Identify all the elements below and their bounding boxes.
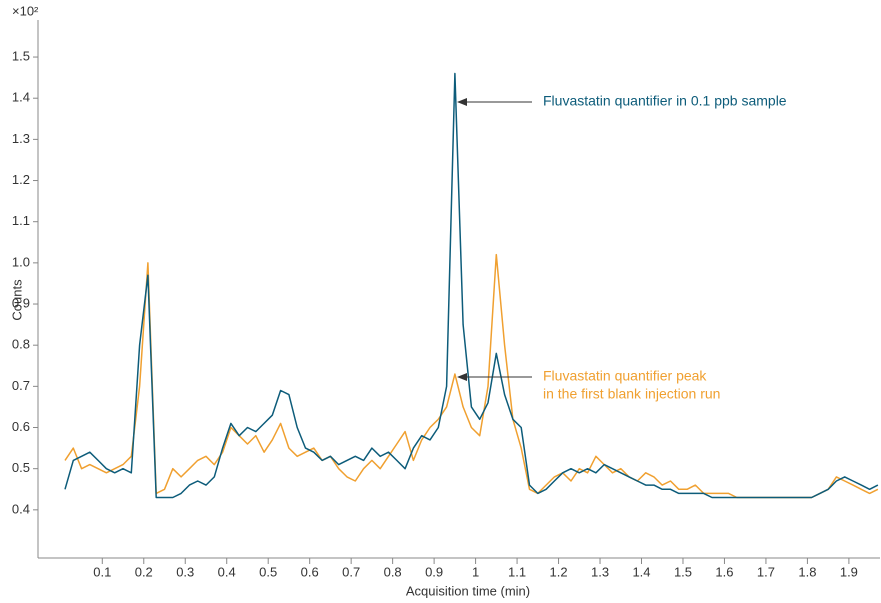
x-tick-label: 1.2 (550, 564, 568, 579)
x-tick-label: 0.6 (301, 564, 319, 579)
y-tick-label: 1.4 (12, 90, 30, 105)
x-tick-label: 0.8 (384, 564, 402, 579)
annotation: Fluvastatin quantifier peak (543, 368, 707, 384)
x-tick-label: 1.1 (508, 564, 526, 579)
x-tick-label: 0.3 (176, 564, 194, 579)
annotation: Fluvastatin quantifier in 0.1 ppb sample (543, 93, 787, 109)
x-tick-label: 0.4 (218, 564, 236, 579)
y-tick-label: 0.6 (12, 419, 30, 434)
annotation: in the first blank injection run (543, 386, 720, 402)
y-tick-label: 0.9 (12, 295, 30, 310)
y-tick-label: 1.2 (12, 172, 30, 187)
x-tick-label: 1.9 (840, 564, 858, 579)
y-tick-label: 1.1 (12, 213, 30, 228)
x-tick-label: 0.1 (93, 564, 111, 579)
x-tick-label: 1 (472, 564, 479, 579)
y-tick-label: 1.0 (12, 254, 30, 269)
x-tick-label: 0.7 (342, 564, 360, 579)
x-axis-label: Acquisition time (min) (406, 583, 530, 598)
series-line (64, 72, 879, 499)
y-tick-label: 0.8 (12, 337, 30, 352)
x-tick-label: 1.8 (798, 564, 816, 579)
x-tick-label: 1.5 (674, 564, 692, 579)
x-tick-label: 1.4 (632, 564, 650, 579)
x-tick-label: 1.6 (715, 564, 733, 579)
x-tick-label: 0.2 (135, 564, 153, 579)
y-tick-label: 1.5 (12, 48, 30, 63)
y-tick-label: 0.5 (12, 460, 30, 475)
series-line (64, 253, 879, 499)
y-tick-label: 1.3 (12, 131, 30, 146)
x-tick-label: 1.3 (591, 564, 609, 579)
y-tick-label: 0.4 (12, 501, 30, 516)
x-tick-label: 1.7 (757, 564, 775, 579)
y-axis-label: Counts (9, 279, 24, 321)
y-scale-label: ×10² (12, 3, 39, 18)
x-tick-label: 0.5 (259, 564, 277, 579)
y-tick-label: 0.7 (12, 378, 30, 393)
x-tick-label: 0.9 (425, 564, 443, 579)
